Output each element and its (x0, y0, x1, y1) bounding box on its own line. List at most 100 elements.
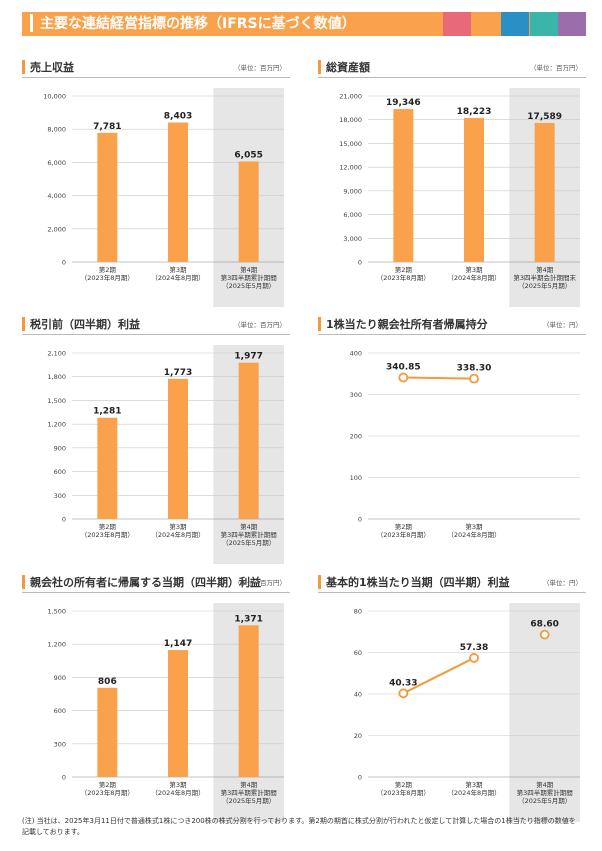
x-tick-label: （2023年8月期） (377, 788, 430, 797)
y-tick-label: 20 (354, 732, 362, 740)
bar (534, 122, 555, 263)
y-tick-label: 600 (54, 707, 66, 715)
panel-divider (318, 77, 586, 78)
panel-title: 税引前（四半期）利益 (30, 318, 140, 331)
data-label: 1,371 (234, 614, 262, 624)
x-tick-label: 第3期 (465, 780, 483, 789)
x-tick-label: 第3期 (169, 265, 187, 274)
data-label: 1,147 (164, 639, 192, 649)
y-tick-label: 9,000 (343, 187, 362, 195)
y-tick-label: 900 (54, 444, 66, 452)
y-tick-label: 15,000 (339, 140, 362, 148)
data-label: 1,773 (164, 368, 192, 378)
y-tick-label: 0 (62, 774, 66, 782)
data-point (398, 372, 409, 383)
x-tick-label: 第2期 (395, 522, 413, 531)
panel-title: 売上収益 (30, 61, 74, 74)
y-tick-label: 400 (350, 350, 362, 358)
x-tick-label: （2025年5月期） (222, 538, 275, 547)
x-tick-label: 第3期 (169, 780, 187, 789)
panel-divider (318, 592, 586, 593)
panel-equity-per-share: 1株当たり親会社所有者帰属持分 （単位：円） 0 100 200 300 400 340.… (318, 317, 586, 547)
y-tick-label: 60 (354, 649, 362, 657)
panel-revenue: 売上収益 （単位：百万円） 0 2,000 4,000 6,000 8,000 10,00… (22, 60, 290, 307)
x-tick-label: 第3期 (169, 522, 187, 531)
x-tick-label: 第3期 (465, 265, 483, 274)
y-tick-label: 18,000 (339, 116, 362, 124)
series-line (402, 657, 475, 695)
x-tick-label: （2025年5月期） (222, 281, 275, 290)
y-tick-label: 0 (62, 259, 66, 267)
bar (464, 117, 484, 262)
y-tick-label: 100 (350, 474, 362, 482)
data-point (469, 653, 479, 663)
x-tick-label: （2025年5月期） (518, 281, 571, 290)
panel-title: 基本的1株当たり当期（四半期）利益 (326, 576, 510, 589)
bar (168, 378, 188, 519)
y-tick-label: 2,100 (47, 350, 66, 358)
panel-eps: 基本的1株当たり当期（四半期）利益 （単位：円） 0 20 40 60 80 40.33 5… (318, 575, 586, 822)
panel-title-bar (318, 317, 321, 331)
revenue-chart: 0 2,000 4,000 6,000 8,000 10,000 7,781 8,403 6,0… (43, 88, 284, 307)
data-point (398, 688, 409, 699)
panel-total-assets: 総資産額 （単位：百万円） 0 3,000 6,000 9,000 12,000 15,0… (318, 60, 586, 307)
x-tick-label: 第2期 (99, 780, 117, 789)
y-tick-label: 6,000 (47, 159, 66, 167)
x-tick-label: 第4期 (536, 265, 554, 274)
data-label: 806 (98, 677, 117, 687)
x-tick-label: （2023年8月期） (81, 530, 134, 539)
panel-divider (22, 334, 290, 335)
bar (238, 161, 259, 262)
data-label: 1,281 (93, 407, 121, 417)
header-swatch-2 (472, 12, 500, 36)
x-tick-label: （2024年8月期） (447, 788, 500, 797)
panel-title-bar (22, 317, 25, 331)
y-tick-label: 1,200 (47, 421, 66, 429)
y-tick-label: 40 (354, 691, 362, 699)
bar (97, 132, 118, 262)
y-tick-label: 900 (54, 674, 66, 682)
y-tick-label: 300 (54, 740, 66, 748)
data-label: 68.60 (530, 620, 558, 630)
y-tick-label: 0 (358, 774, 362, 782)
x-tick-label: （2023年8月期） (377, 530, 430, 539)
y-tick-label: 600 (54, 468, 66, 476)
y-tick-label: 0 (62, 516, 66, 524)
bar (238, 625, 259, 777)
footnote: (注) 当社は、2025年3月11日付で普通株式1株につき200株の株式分割を行… (22, 817, 576, 836)
bar (168, 650, 188, 777)
y-tick-label: 1,500 (47, 608, 66, 616)
data-label: 8,403 (164, 112, 192, 122)
header-swatch-3 (501, 12, 529, 36)
y-tick-label: 200 (350, 433, 362, 441)
y-tick-label: 8,000 (47, 126, 66, 134)
panel-unit: （単位：百万円） (530, 64, 582, 72)
panel-title-bar (318, 575, 321, 589)
panel-net-profit: 親会社の所有者に帰属する当期（四半期）利益 （単位：百万円） 0 300 600 90… (22, 575, 290, 822)
bar (168, 122, 188, 263)
x-tick-label: （2023年8月期） (377, 273, 430, 282)
header-swatch-4 (530, 12, 558, 36)
x-tick-label: （2024年8月期） (151, 273, 204, 282)
header-swatch-1 (443, 12, 471, 36)
panel-divider (318, 334, 586, 335)
data-label: 17,589 (527, 112, 562, 122)
panel-divider (22, 77, 290, 78)
eps-chart: 0 20 40 60 80 40.33 57.38 68.60 第2期（2023年8月期） 第3期… (354, 603, 580, 822)
data-point (539, 629, 550, 640)
y-tick-label: 10,000 (43, 93, 66, 101)
y-tick-label: 3,000 (343, 235, 362, 243)
header-accent-bar (30, 14, 33, 32)
panel-title: 親会社の所有者に帰属する当期（四半期）利益 (30, 576, 261, 589)
panel-divider (22, 592, 290, 593)
x-tick-label: 第3四半期累計期間 (517, 788, 573, 797)
y-tick-label: 6,000 (343, 211, 362, 219)
x-tick-label: （2024年8月期） (447, 273, 500, 282)
data-label: 7,781 (93, 122, 121, 132)
x-tick-label: 第3期 (465, 522, 483, 531)
x-tick-label: 第2期 (395, 780, 413, 789)
data-label: 57.38 (460, 643, 488, 653)
panel-unit: （単位：百万円） (234, 321, 286, 329)
y-tick-label: 1,500 (47, 397, 66, 405)
panel-pretax-profit: 税引前（四半期）利益 （単位：百万円） 0 300 600 900 1,200 1,500… (22, 317, 290, 564)
